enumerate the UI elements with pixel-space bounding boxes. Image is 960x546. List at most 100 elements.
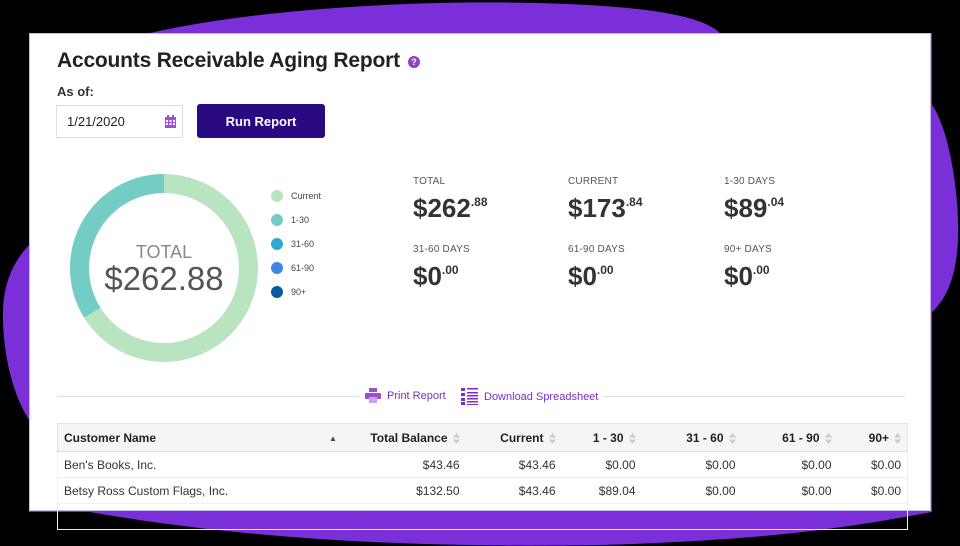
cell-total-balance: $132.50 [319,477,466,504]
cell-61-90: $0.00 [741,451,838,478]
summary-61-90: 61-90 DAYS $0.00 [568,244,625,291]
as-of-label: As of: [57,84,94,99]
cell-31-60: $0.00 [641,477,742,504]
summary-dollars: $89 [724,193,768,223]
table-row-partial [57,503,908,530]
summary-label: 61-90 DAYS [568,244,625,255]
download-spreadsheet-link[interactable]: Download Spreadsheet [461,388,598,405]
legend-item-90-plus: 90+ [271,280,321,304]
cell-31-60: $0.00 [641,451,742,478]
column-label: Current [500,430,544,445]
summary-label: 31-60 DAYS [413,244,470,255]
legend-item-61-90: 61-90 [271,256,321,280]
table-row: Ben's Books, Inc. $43.46 $43.46 $0.00 $0… [57,451,908,478]
cell-1-30: $89.04 [561,477,642,504]
print-report-label: Print Report [387,389,446,402]
cell-90-plus: $0.00 [837,451,908,478]
column-header-customer-name[interactable]: Customer Name ▲ [57,423,337,452]
divider [603,396,905,397]
summary-dollars: $262 [413,193,471,223]
column-header-1-30[interactable]: 1 - 30 [561,423,642,452]
summary-cents: .00 [752,263,770,277]
column-label: 31 - 60 [686,430,724,445]
summary-cents: .00 [441,263,459,277]
chart-legend: Current 1-30 31-60 61-90 90+ [271,184,321,304]
download-spreadsheet-label: Download Spreadsheet [484,390,599,403]
summary-label: TOTAL [413,176,446,187]
column-label: 61 - 90 [782,430,820,445]
summary-cents: .88 [470,195,488,209]
summary-value: $0.00 [568,255,625,291]
donut-total-value: $262.88 [104,260,224,297]
summary-value: $0.00 [724,255,772,291]
table-header-row: Customer Name ▲ Total Balance Current 1 -… [57,423,908,452]
column-label: 1 - 30 [592,430,624,445]
legend-label: 1-30 [291,215,310,225]
legend-dot-icon [271,190,283,202]
sort-icon [548,432,556,444]
column-header-31-60[interactable]: 31 - 60 [641,423,742,452]
legend-dot-icon [271,214,283,226]
column-header-61-90[interactable]: 61 - 90 [741,423,838,452]
sort-icon [824,432,832,444]
summary-31-60: 31-60 DAYS $0.00 [413,244,470,291]
table-row: Betsy Ross Custom Flags, Inc. $132.50 $4… [57,477,908,504]
sort-icon [452,432,460,444]
summary-cents: .04 [767,195,785,209]
legend-label: 90+ [291,287,307,297]
summary-dollars: $173 [568,193,626,223]
summary-value: $262.88 [413,187,488,223]
cell-customer-name: Betsy Ross Custom Flags, Inc. [57,477,320,504]
legend-dot-icon [271,238,283,250]
column-header-90-plus[interactable]: 90+ [837,423,908,452]
divider [57,396,359,397]
summary-dollars: $0 [568,261,597,291]
summary-total: TOTAL $262.88 [413,176,488,223]
legend-label: 31-60 [291,239,315,249]
legend-item-31-60: 31-60 [271,232,321,256]
legend-dot-icon [271,262,283,274]
aging-table: Customer Name ▲ Total Balance Current 1 -… [57,423,908,530]
donut-center: TOTAL $262.88 [70,174,258,362]
summary-label: 1-30 DAYS [724,176,776,187]
cell-current: $43.46 [465,451,562,478]
legend-label: Current [291,191,322,201]
list-icon [461,388,478,405]
column-label: Customer Name [64,430,157,445]
date-value: 1/21/2020 [67,114,125,129]
legend-dot-icon [271,286,283,298]
sort-icon [628,432,636,444]
printer-icon [365,388,381,403]
sort-icon [894,432,901,444]
date-input[interactable]: 1/21/2020 [56,105,183,138]
cell-total-balance: $43.46 [319,451,466,478]
summary-1-30: 1-30 DAYS $89.04 [724,176,784,223]
summary-value: $89.04 [724,187,784,223]
cell-customer-name: Ben's Books, Inc. [57,451,320,478]
summary-cents: .84 [625,195,643,209]
run-report-button[interactable]: Run Report [197,104,325,138]
donut-total-label: TOTAL [135,242,193,262]
summary-value: $0.00 [413,255,470,291]
report-card: Accounts Receivable Aging Report ? As of… [29,33,931,530]
summary-90-plus: 90+ DAYS $0.00 [724,244,772,291]
summary-value: $173.84 [568,187,643,223]
summary-cents: .00 [596,263,614,277]
summary-current: CURRENT $173.84 [568,176,643,223]
donut-chart [70,174,258,362]
column-label: Total Balance [370,430,448,445]
legend-item-1-30: 1-30 [271,208,321,232]
summary-dollars: $0 [724,261,753,291]
sort-ascending-icon: ▲ [329,434,337,443]
column-header-total-balance[interactable]: Total Balance [319,423,466,452]
print-report-link[interactable]: Print Report [365,388,446,403]
page-title: Accounts Receivable Aging Report [57,49,400,72]
cell-61-90: $0.00 [741,477,838,504]
summary-label: CURRENT [568,176,619,187]
legend-item-current: Current [271,184,321,208]
summary-dollars: $0 [413,261,442,291]
calendar-icon[interactable] [165,115,176,128]
question-circle-icon[interactable]: ? [408,56,420,68]
column-header-current[interactable]: Current [465,423,562,452]
cell-current: $43.46 [465,477,562,504]
